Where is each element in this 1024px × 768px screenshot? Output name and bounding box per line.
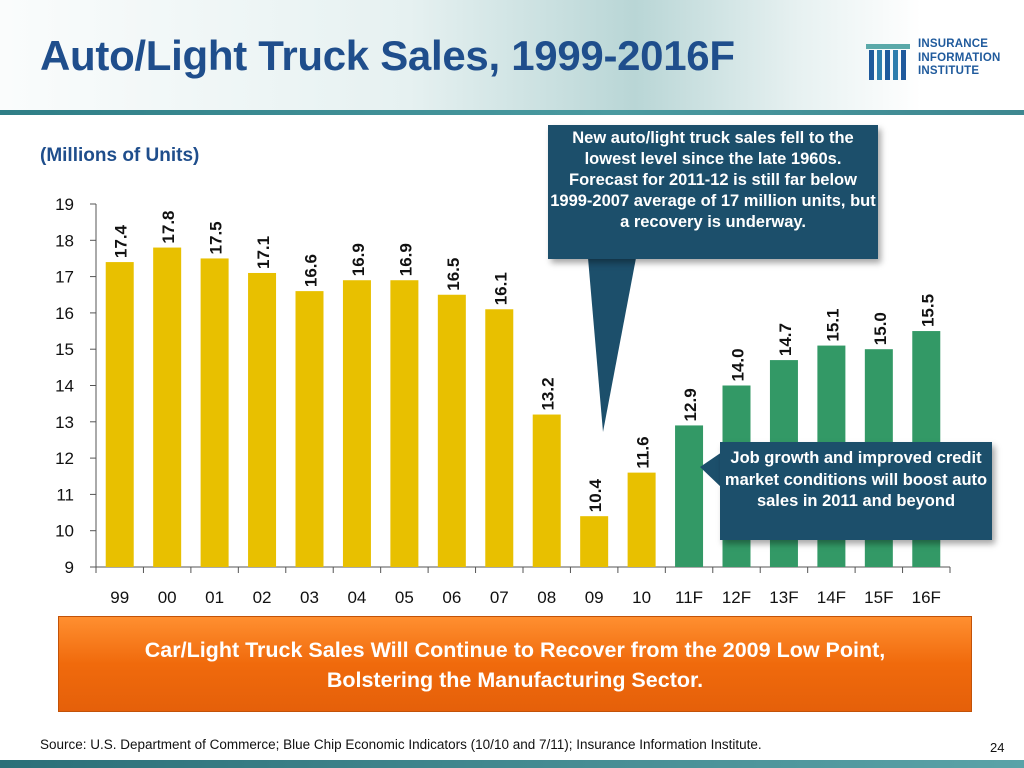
bar (627, 472, 656, 567)
data-label: 15.1 (823, 308, 842, 341)
x-tick-label: 99 (110, 588, 129, 607)
data-label: 15.5 (918, 294, 937, 327)
bar (295, 291, 324, 567)
title-bar (0, 0, 1024, 112)
x-tick-label: 13F (769, 588, 798, 607)
logo-line-3: INSTITUTE (918, 65, 980, 77)
bar (248, 272, 277, 567)
y-tick-label: 11 (56, 485, 74, 504)
bar (390, 280, 419, 567)
x-tick-label: 03 (300, 588, 319, 607)
y-tick-label: 13 (55, 413, 74, 432)
x-tick-label: 12F (722, 588, 751, 607)
y-tick-label: 16 (55, 304, 74, 323)
y-tick-label: 19 (55, 195, 74, 214)
bar (485, 309, 514, 567)
source-note: Source: U.S. Department of Commerce; Blu… (40, 737, 762, 752)
slide-title: Auto/Light Truck Sales, 1999-2016F (40, 32, 735, 79)
banner-line-2: Bolstering the Manufacturing Sector. (326, 668, 704, 692)
data-label: 17.5 (207, 221, 226, 254)
bar (200, 258, 229, 567)
iii-logo: INSURANCE INFORMATION INSTITUTE (866, 36, 1016, 86)
data-label: 14.7 (776, 323, 795, 356)
y-tick-label: 17 (55, 268, 74, 287)
data-label: 15.0 (871, 312, 890, 345)
data-label: 12.9 (681, 388, 700, 421)
data-label: 16.9 (396, 243, 415, 276)
bar (437, 294, 466, 567)
data-label: 16.1 (491, 272, 510, 305)
bar (105, 262, 134, 567)
y-tick-label: 15 (55, 340, 74, 359)
x-tick-label: 15F (864, 588, 893, 607)
x-tick-label: 01 (205, 588, 224, 607)
x-tick-label: 10 (632, 588, 651, 607)
chart-unit-label: (Millions of Units) (40, 145, 200, 166)
data-label: 17.1 (254, 236, 273, 269)
data-label: 13.2 (539, 377, 558, 410)
data-label: 16.5 (444, 258, 463, 291)
x-tick-label: 04 (347, 588, 366, 607)
y-tick-label: 9 (65, 558, 74, 577)
data-label: 10.4 (586, 479, 605, 513)
data-label: 16.9 (349, 243, 368, 276)
bar (153, 247, 182, 567)
bar (580, 516, 609, 567)
x-tick-label: 11F (675, 588, 703, 607)
iii-logo-icon (866, 44, 910, 80)
callout-recession-note: New auto/light truck sales fell to the l… (548, 125, 878, 259)
x-tick-label: 14F (817, 588, 846, 607)
logo-line-2: INFORMATION (918, 51, 1001, 64)
x-tick-label: 08 (537, 588, 556, 607)
footer-divider (0, 760, 1024, 768)
data-label: 14.0 (729, 348, 748, 381)
bar (532, 414, 561, 567)
x-tick-label: 02 (253, 588, 272, 607)
callout-right-pointer (700, 452, 722, 488)
y-tick-label: 10 (55, 522, 74, 541)
page-number: 24 (990, 740, 1005, 755)
x-tick-label: 16F (912, 588, 941, 607)
x-tick-label: 09 (585, 588, 604, 607)
y-tick-label: 14 (55, 377, 74, 396)
bar (675, 425, 704, 567)
x-tick-label: 07 (490, 588, 509, 607)
y-tick-label: 18 (55, 231, 74, 250)
banner-line-1: Car/Light Truck Sales Will Continue to R… (144, 638, 886, 662)
x-tick-label: 06 (442, 588, 461, 607)
data-label: 17.8 (159, 210, 178, 243)
callout-recovery-note: Job growth and improved credit market co… (720, 442, 992, 540)
callout-top-pointer (588, 258, 636, 432)
data-label: 17.4 (112, 224, 131, 258)
data-label: 16.6 (302, 254, 321, 287)
y-tick-label: 12 (55, 449, 74, 468)
x-tick-label: 00 (158, 588, 177, 607)
bar (342, 280, 371, 567)
header-divider (0, 110, 1024, 115)
x-tick-label: 05 (395, 588, 414, 607)
logo-line-1: INSURANCE (918, 38, 989, 50)
data-label: 11.6 (634, 436, 653, 468)
conclusion-banner: Car/Light Truck Sales Will Continue to R… (58, 616, 972, 712)
